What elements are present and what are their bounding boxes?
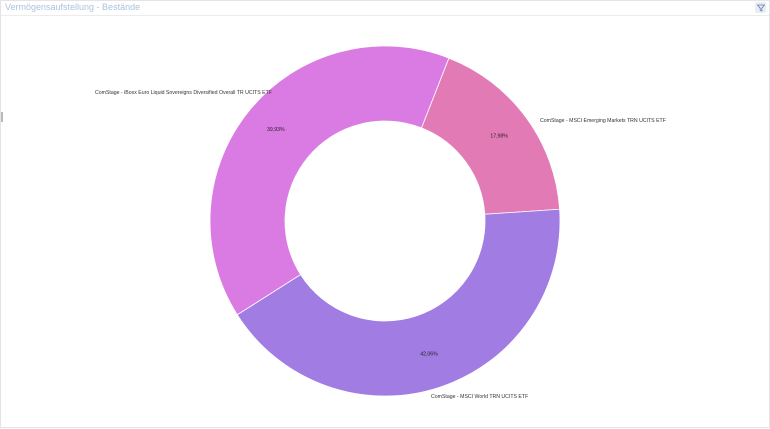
- value-label: 39,93%: [267, 127, 285, 133]
- slice-iboxx-sovereigns[interactable]: [209, 45, 450, 316]
- left-edge-handle: [1, 112, 3, 122]
- panel-title: Vermögensaufstellung - Bestände: [5, 2, 141, 12]
- category-label: ComStage - MSCI World TRN UCITS ETF: [431, 394, 528, 400]
- value-label: 17,98%: [490, 133, 508, 139]
- category-label: ComStage - iBoxx Euro Liquid Sovereigns …: [95, 90, 272, 96]
- panel-header: Vermögensaufstellung - Bestände: [1, 1, 769, 16]
- category-label: ComStage - MSCI Emerging Markets TRN UCI…: [540, 118, 666, 124]
- filter-button[interactable]: [755, 2, 766, 13]
- slice-msci-world[interactable]: [236, 208, 561, 397]
- filter-icon: [756, 4, 765, 12]
- value-label: 42,06%: [420, 351, 438, 357]
